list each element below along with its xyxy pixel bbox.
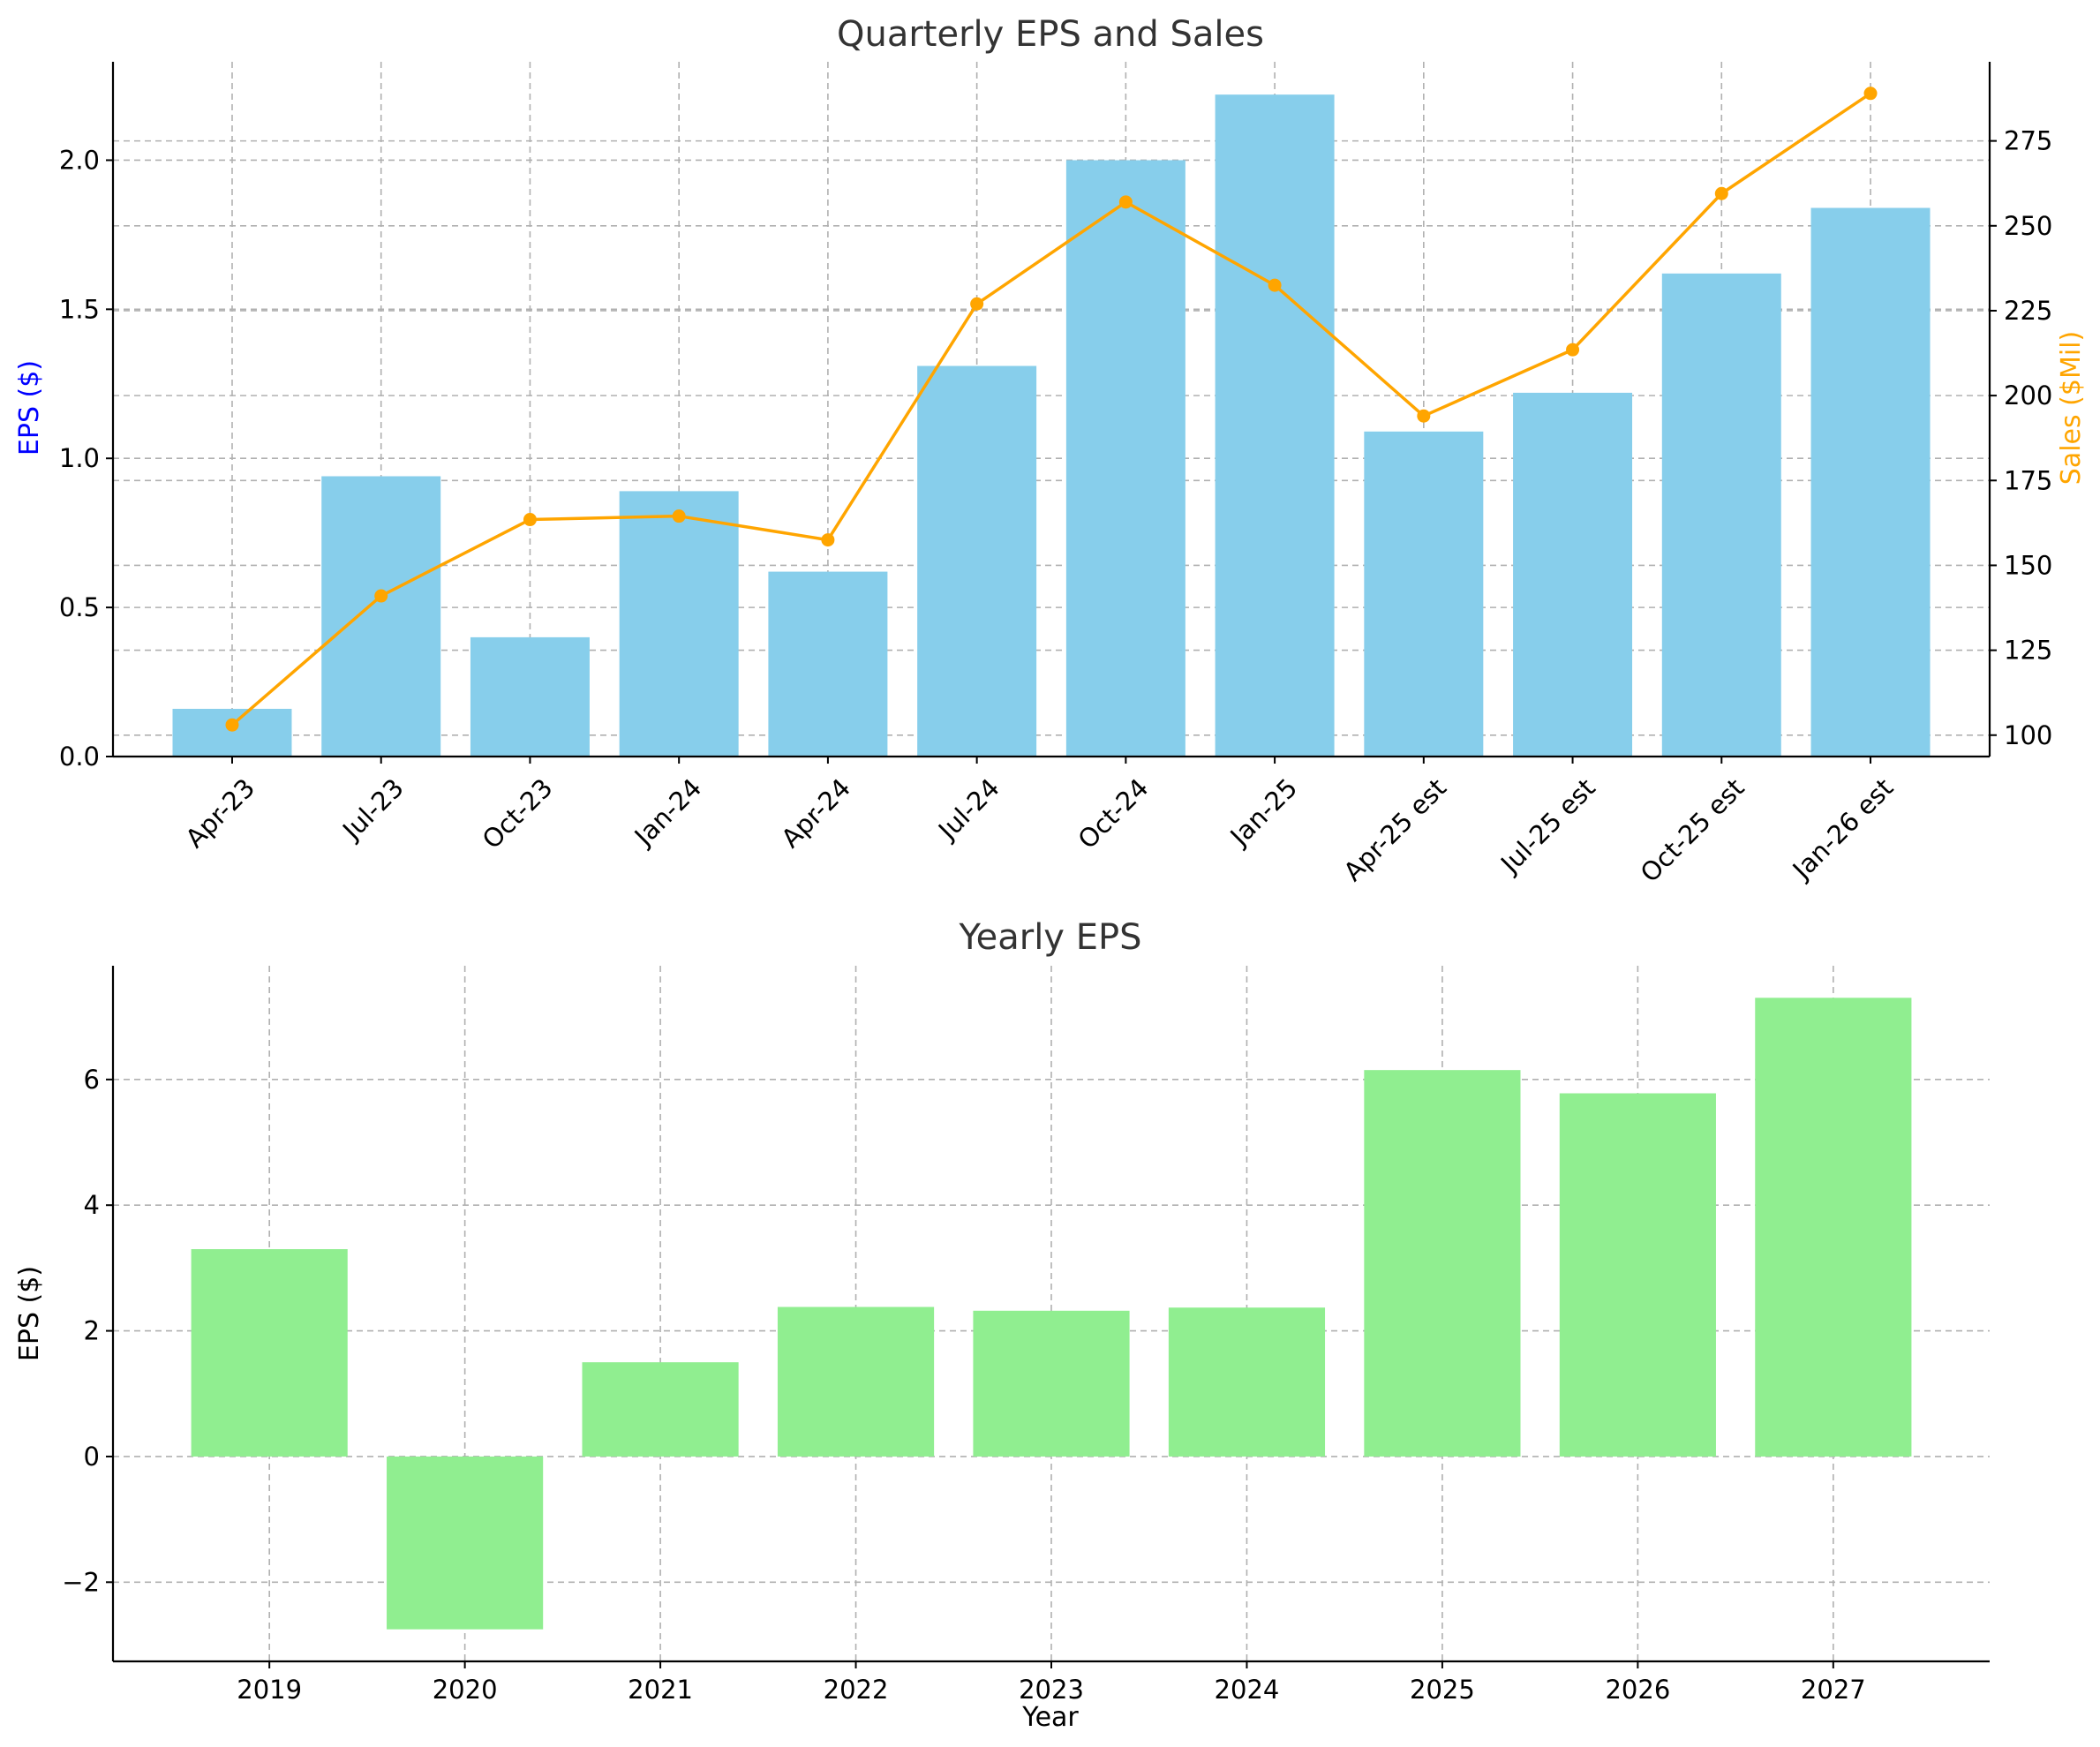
yearly-eps-bar <box>1364 1070 1521 1457</box>
chart-title: Yearly EPS <box>959 917 1142 958</box>
yearly-eps-bar <box>1755 998 1912 1457</box>
yearly-eps-bar <box>973 1310 1130 1457</box>
x-tick-label: 2020 <box>433 1675 498 1705</box>
x-tick-label: 2021 <box>628 1675 693 1705</box>
eps-bar <box>1364 431 1484 757</box>
y2-tick-label: 100 <box>2004 720 2052 750</box>
sales-point <box>1268 278 1282 292</box>
eps-bar <box>1513 392 1633 757</box>
x-tick-label: Apr-24 <box>775 772 856 854</box>
eps-bar <box>172 708 292 757</box>
x-tick-label: Apr-23 <box>180 772 261 854</box>
y2-tick-label: 225 <box>2004 296 2052 326</box>
x-tick-label: Jan-24 <box>628 772 708 853</box>
y2-axis-label: Sales ($Mil) <box>2056 331 2087 485</box>
x-axis-label: Year <box>1021 1702 1079 1733</box>
sales-point <box>1714 186 1728 200</box>
y2-tick-label: 175 <box>2004 465 2052 495</box>
y-tick-label: 0 <box>84 1442 100 1472</box>
y2-tick-label: 125 <box>2004 636 2052 666</box>
sales-point <box>1863 87 1878 101</box>
eps-bar <box>321 476 441 757</box>
x-tick-label: 2019 <box>237 1675 302 1705</box>
chart-title: Quarterly EPS and Sales <box>837 14 1264 55</box>
sales-point <box>821 533 835 547</box>
x-tick-label: Oct-24 <box>1073 772 1155 855</box>
y-tick-label: 1.5 <box>59 294 100 324</box>
quarterly-eps-sales-chart: 0.0 0.5 1.0 1.5 2.0 100 125 150 175 200 225 250 275 A… <box>14 14 2087 888</box>
eps-bar <box>917 365 1037 757</box>
y-tick-label: 2.0 <box>59 145 100 175</box>
sales-point <box>1118 195 1133 209</box>
x-tick-label: Oct-25 est <box>1635 772 1750 888</box>
eps-bars <box>191 998 1912 1630</box>
y-tick-label: 4 <box>84 1190 100 1220</box>
yearly-eps-chart: −2 0 2 4 6 2019 2020 2021 2022 2023 2024 2025 2026 20… <box>14 917 1990 1733</box>
axes: −2 0 2 4 6 2019 2020 2021 2022 2023 2024 2025 2026 20… <box>62 966 1990 1705</box>
y-axis-label: EPS ($) <box>14 360 45 456</box>
x-tick-label: Jul-25 est <box>1494 772 1601 880</box>
yearly-eps-bar <box>191 1249 348 1457</box>
eps-bar <box>1065 160 1185 757</box>
y-tick-label: 2 <box>84 1316 100 1346</box>
x-tick-label: 2027 <box>1801 1675 1866 1705</box>
x-tick-label: Jan-25 <box>1223 772 1304 853</box>
sales-point <box>523 513 537 527</box>
x-tick-label: Apr-25 est <box>1337 772 1452 887</box>
x-tick-label: Jul-23 <box>335 772 410 847</box>
sales-point <box>672 509 686 523</box>
y2-tick-label: 200 <box>2004 380 2052 410</box>
sales-series-line <box>230 92 1871 727</box>
y-tick-label: 0.0 <box>59 742 100 772</box>
eps-bar <box>470 636 590 757</box>
x-tick-label: 2025 <box>1410 1675 1475 1705</box>
eps-bar <box>619 491 739 757</box>
y2-tick-label: 275 <box>2004 126 2052 156</box>
x-tick-label: 2024 <box>1215 1675 1280 1705</box>
eps-bar <box>1215 94 1335 757</box>
sales-point <box>1417 409 1431 423</box>
y-tick-label: −2 <box>62 1567 100 1597</box>
x-tick-label: Jul-24 <box>931 772 1005 847</box>
yearly-eps-bar <box>1559 1093 1716 1457</box>
y-tick-label: 1.0 <box>59 443 100 473</box>
yearly-eps-bar <box>777 1306 935 1457</box>
x-tick-label: 2026 <box>1605 1675 1670 1705</box>
eps-bar <box>1810 207 1931 757</box>
sales-line <box>225 87 1878 732</box>
eps-bar <box>1661 273 1781 757</box>
x-tick-label: Oct-23 <box>477 772 559 855</box>
x-tick-label: 2022 <box>824 1675 889 1705</box>
yearly-eps-bar <box>387 1456 544 1630</box>
sales-point <box>225 718 239 732</box>
sales-point <box>970 297 984 311</box>
y2-tick-label: 150 <box>2004 550 2052 580</box>
eps-bars <box>172 94 1931 757</box>
y2-tick-label: 250 <box>2004 211 2052 241</box>
yearly-eps-bar <box>582 1362 739 1457</box>
sales-point <box>1566 343 1580 357</box>
yearly-eps-bar <box>1168 1307 1326 1457</box>
y-tick-label: 0.5 <box>59 592 100 622</box>
y-axis-label: EPS ($) <box>14 1266 45 1361</box>
eps-bar <box>768 571 888 757</box>
y-tick-label: 6 <box>84 1065 100 1095</box>
sales-point <box>374 589 388 603</box>
x-tick-label: Jan-26 est <box>1786 772 1899 885</box>
x-tick-label: 2023 <box>1019 1675 1084 1705</box>
